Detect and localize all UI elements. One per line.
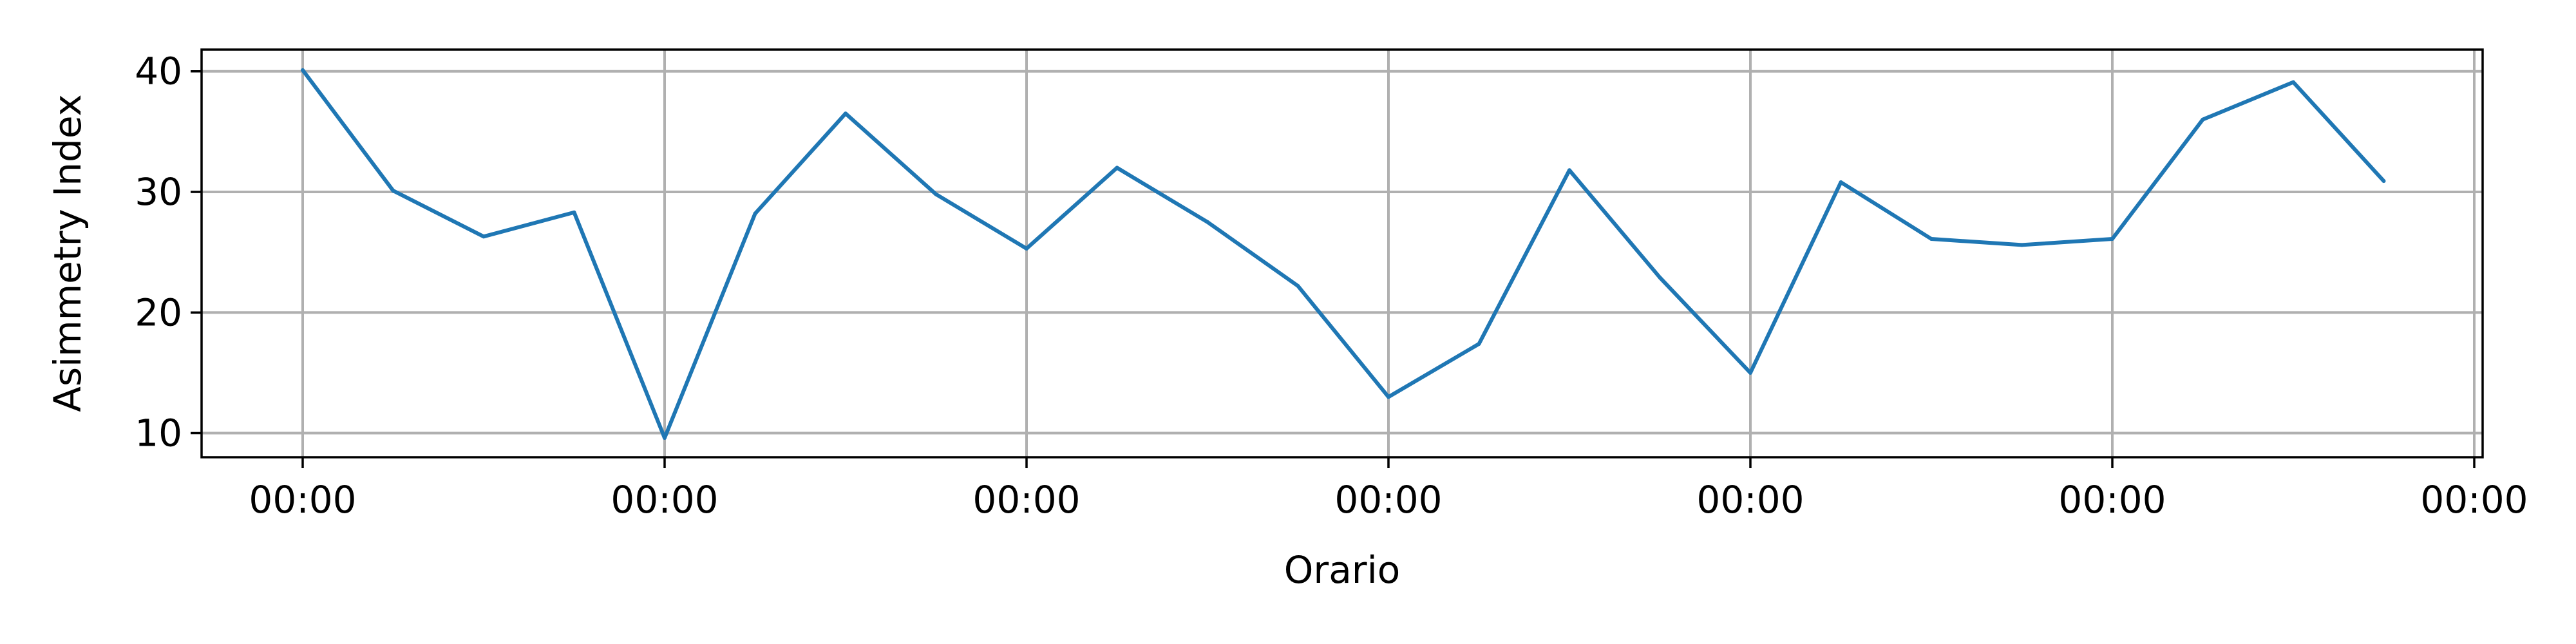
- x-axis-label: Orario: [1284, 548, 1401, 592]
- data-point: [1748, 370, 1752, 375]
- data-point: [2110, 237, 2114, 242]
- series-line: [301, 68, 2385, 440]
- data-point: [1567, 168, 1571, 173]
- y-axis: 10 20 30 40: [135, 50, 202, 455]
- y-tick-label: 20: [135, 290, 182, 334]
- y-axis-label: Asimmetry Index: [46, 94, 90, 412]
- series-layer: [301, 68, 2386, 440]
- data-point: [2382, 179, 2386, 184]
- data-point: [1839, 180, 1843, 185]
- data-point: [753, 211, 757, 216]
- x-tick-label: 00:00: [611, 478, 718, 522]
- data-point: [1477, 341, 1481, 346]
- data-point: [844, 111, 848, 116]
- data-point: [663, 436, 667, 440]
- data-point: [2020, 243, 2024, 247]
- x-tick-label: 00:00: [2420, 478, 2528, 522]
- data-point: [2201, 117, 2205, 122]
- plot-frame: [200, 48, 2484, 459]
- x-axis: 00:00 00:00 00:00 00:00 00:00 00:00 00:00: [249, 457, 2528, 522]
- data-point: [1387, 395, 1390, 399]
- x-tick-label: 00:00: [1334, 478, 1442, 522]
- data-point: [482, 234, 486, 239]
- x-tick-label: 00:00: [249, 478, 356, 522]
- data-point: [1658, 275, 1662, 279]
- x-tick-label: 00:00: [972, 478, 1080, 522]
- data-point: [1296, 284, 1300, 289]
- data-point: [572, 210, 576, 214]
- data-point: [1929, 237, 1933, 242]
- data-point: [1025, 247, 1028, 251]
- grid-layer: [202, 50, 2483, 457]
- data-point: [2291, 80, 2295, 84]
- y-tick-label: 40: [135, 50, 182, 93]
- data-point: [391, 189, 395, 193]
- y-tick-label: 30: [135, 170, 182, 214]
- data-point: [1206, 220, 1209, 224]
- data-point: [1115, 166, 1119, 170]
- x-tick-label: 00:00: [2058, 478, 2166, 522]
- y-tick-label: 10: [135, 412, 182, 455]
- data-point: [301, 68, 305, 72]
- data-point: [934, 192, 938, 196]
- x-tick-label: 00:00: [1696, 478, 1804, 522]
